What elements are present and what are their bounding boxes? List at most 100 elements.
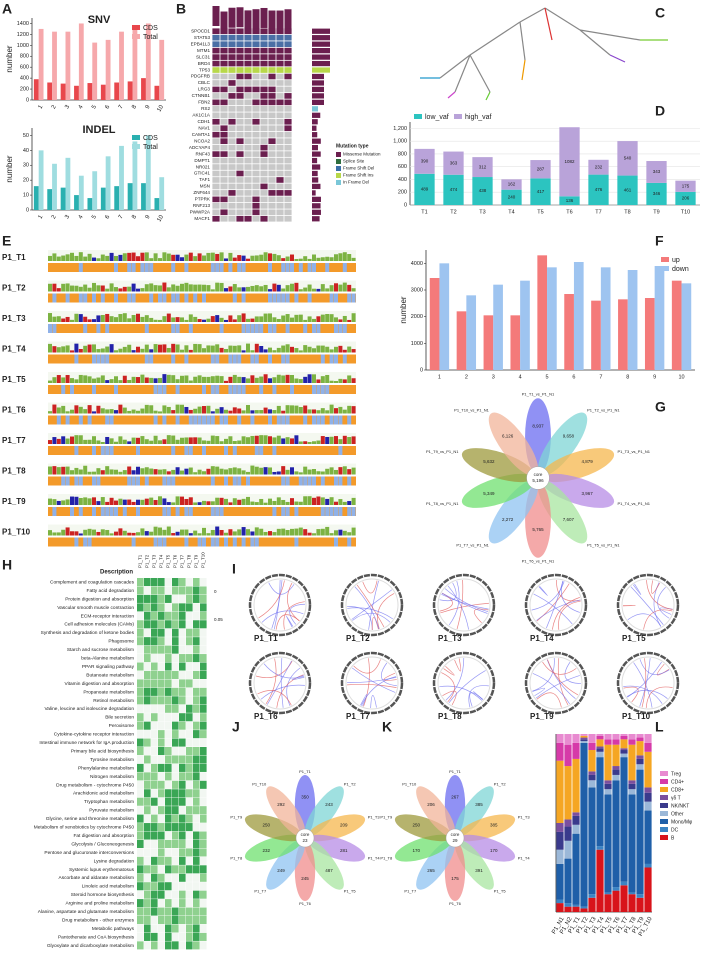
cnv-bin [334,254,338,261]
onco-cell [284,93,292,99]
onco-cell [212,209,220,216]
bar-segment [620,734,628,736]
baf-bin [334,415,338,425]
cnv-bin [61,255,66,261]
cnv-bin [210,529,215,536]
heatmap-cell [193,823,200,832]
cnv-bin [153,344,158,353]
bar-segment [596,734,604,736]
heatmap-cell [172,806,179,815]
circos-inner [345,656,399,710]
cnv-bin [285,314,290,322]
heatmap-cell [144,831,151,840]
baf-bin [184,537,189,547]
heatmap-cell [186,687,193,696]
bar [429,278,440,370]
heatmap-cell [200,916,207,925]
petal-label: P1_T7_vs_P1_N1 [456,543,489,548]
petal [304,839,344,890]
data-label: 175 [682,183,690,188]
legend-swatch [660,835,668,840]
cnv-bin [276,497,281,505]
heatmap-cell [158,628,165,637]
bar [100,187,106,210]
cnv-bin [109,344,114,353]
cnv-bin [61,318,66,322]
heatmap-cell [158,789,165,798]
cnv-bin [250,350,255,353]
cnv-bin [202,255,206,261]
gene-freq-bar [312,170,318,177]
x-tick-label: 10 [156,104,165,113]
gene-label: RS2 [201,106,210,111]
legend-swatch [336,152,341,157]
heatmap-cell [193,611,200,620]
cnv-bin [127,344,132,353]
cnv-bin [131,283,136,292]
heatmap-cell [137,721,144,730]
baf-bin [188,415,193,425]
circos-inner [253,656,307,710]
cnv-bin [224,469,228,475]
circos-label: P1_T10 [622,712,651,721]
cnv-bin [272,317,277,322]
cnv-bin [307,469,312,475]
cnv-bin [100,408,105,414]
heatmap-cell [158,865,165,874]
circos-link [657,587,670,619]
baf-bin [320,476,325,486]
cnv-bin [281,466,286,475]
gene-label: PTPRK [195,197,211,202]
cnv-bin [237,376,242,383]
heatmap-cell [179,924,186,933]
bar-segment [556,823,564,832]
legend-swatch [660,771,668,776]
cnv-label: P1_T6 [2,406,26,415]
cnv-bin [320,436,325,444]
cnv-bin [127,286,132,292]
legend-label: CDS [143,135,158,142]
panel-letter: J [232,719,240,735]
heatmap-cell [200,747,207,756]
heatmap-cell [165,814,172,823]
baf-bin [325,263,330,272]
bar-segment [556,831,564,850]
heatmap-cell [137,645,144,654]
heatmap-cell [193,924,200,933]
cnv-bin [237,529,242,536]
cnv-bin [166,526,171,536]
cnv-bin [294,378,299,383]
x-tick-label: 3 [492,374,495,380]
cnv-bin [52,437,57,444]
cnv-bin [250,375,255,383]
cnv-bin [281,315,286,322]
heatmap-cell [158,704,165,713]
cnv-bin [254,435,259,444]
cnv-bin [268,436,272,444]
legend-swatch [132,144,140,149]
cnv-bin [347,436,352,444]
cnv-bin [188,533,193,536]
circos-link [454,658,462,672]
cnv-bin [61,500,66,505]
bar-segment [580,908,588,912]
onco-cell [284,118,292,125]
cnv-bin [224,409,228,414]
cnv-bin [206,440,211,444]
onco-cell [244,177,252,183]
heatmap-cell [144,721,151,730]
onco-cell [212,60,220,67]
cnv-bin [96,315,101,322]
cnv-bin [342,409,347,414]
heatmap-cell [200,645,207,654]
y-tick-label: 1000 [411,341,423,347]
onco-cell [212,151,220,157]
cnv-bin [109,409,114,414]
heatmap-cell [137,730,144,739]
cnv-bin [224,498,228,505]
cnv-bin [294,348,299,353]
cnv-bin [188,409,193,414]
heatmap-cell [158,806,165,815]
heatmap-cell [137,637,144,646]
heatmap-cell [172,696,179,705]
